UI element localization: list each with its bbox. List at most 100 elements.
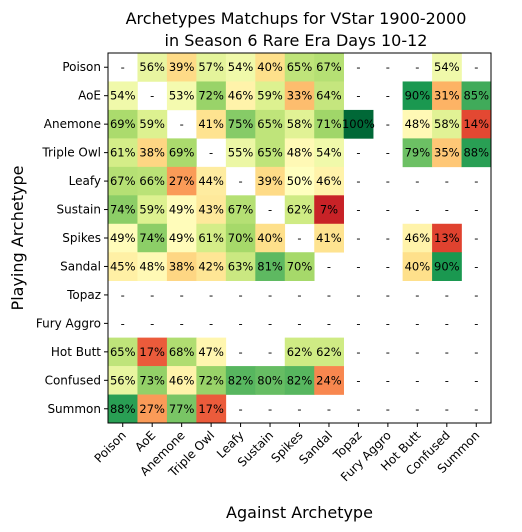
cell-value-label: - — [415, 288, 419, 302]
heatmap-cell — [461, 138, 492, 168]
cell-value-label: - — [386, 259, 390, 273]
cell-value-label: - — [386, 373, 390, 387]
heatmap-cell — [196, 109, 227, 139]
cell-value-label: 48% — [139, 259, 165, 273]
heatmap-cell — [108, 337, 138, 367]
cell-value-label: 48% — [405, 117, 431, 131]
heatmap-cell — [255, 138, 286, 168]
cell-value-label: - — [297, 402, 301, 416]
heatmap-cell — [255, 223, 286, 253]
cell-value-label: - — [445, 288, 449, 302]
heatmap-cell — [137, 252, 168, 281]
heatmap-cell — [166, 252, 197, 281]
cell-value-label: 65% — [257, 146, 283, 160]
cell-value-label: - — [386, 89, 390, 103]
cell-value-label: - — [386, 316, 390, 330]
cell-value-label: 39% — [169, 60, 195, 74]
heatmap-cell — [225, 138, 256, 168]
cell-value-label: 58% — [287, 117, 313, 131]
heatmap-cell — [108, 394, 138, 424]
cell-value-label: - — [356, 231, 360, 245]
heatmap-cell — [196, 394, 227, 424]
cell-value-labels: -56% 39% 57% 54% 40% 65% 67% - - -54% -54% -53% 72% 4… — [110, 60, 489, 416]
heatmap-cell — [137, 366, 168, 395]
cell-value-label: 81% — [257, 259, 283, 273]
heatmap-cell — [255, 109, 286, 139]
cell-value-label: - — [268, 288, 272, 302]
y-tick-label: Spikes — [62, 231, 101, 245]
cell-value-label: 63% — [228, 259, 254, 273]
x-axis-label: Against Archetype — [226, 503, 373, 522]
cell-value-label: - — [386, 60, 390, 74]
cell-value-label: 39% — [257, 174, 283, 188]
cell-value-label: 27% — [169, 174, 195, 188]
x-tick-label: Poison — [92, 428, 129, 465]
cell-value-label: 55% — [228, 146, 254, 160]
heatmap-cell — [108, 195, 138, 225]
cell-value-label: 88% — [463, 146, 489, 160]
cell-value-label: - — [209, 146, 213, 160]
heatmap-cell — [314, 223, 344, 253]
cell-value-label: 40% — [257, 231, 283, 245]
cell-value-label: - — [327, 288, 331, 302]
cell-value-label: - — [386, 146, 390, 160]
cell-value-label: 59% — [139, 117, 165, 131]
cell-value-label: 54% — [110, 89, 136, 103]
cell-value-label: 88% — [110, 402, 136, 416]
cell-value-label: - — [356, 345, 360, 359]
heatmap-cell — [432, 109, 462, 139]
cell-value-label: 33% — [287, 89, 313, 103]
heatmap-cell — [284, 109, 315, 139]
heatmap-cell — [108, 252, 138, 281]
heatmap-cell — [225, 252, 256, 281]
x-tick-label: Sandal — [296, 428, 335, 467]
heatmap-cell — [284, 166, 315, 196]
cell-value-label: 74% — [110, 203, 136, 217]
heatmap-cell — [432, 81, 462, 111]
heatmap-cell — [284, 252, 315, 281]
cell-value-label: - — [386, 117, 390, 131]
cell-value-label: - — [209, 316, 213, 330]
heatmap-cell — [166, 195, 197, 225]
cell-value-label: 74% — [139, 231, 165, 245]
heatmap-cell — [402, 138, 433, 168]
cell-value-label: 66% — [139, 174, 165, 188]
cell-value-label: 17% — [198, 402, 224, 416]
heatmap-cell — [108, 366, 138, 395]
heatmap-cell — [196, 337, 227, 367]
cell-value-label: 82% — [287, 373, 313, 387]
heatmap-cell — [137, 394, 168, 424]
heatmap-cell — [196, 366, 227, 395]
heatmap-cell — [108, 109, 138, 139]
cell-value-label: - — [445, 402, 449, 416]
heatmap-cell — [225, 81, 256, 111]
heatmap-cell — [225, 366, 256, 395]
cell-value-label: - — [209, 288, 213, 302]
cell-value-label: - — [327, 259, 331, 273]
cell-value-label: 46% — [405, 231, 431, 245]
heatmap-cell — [284, 138, 315, 168]
cell-value-label: 67% — [316, 60, 342, 74]
cell-value-label: - — [386, 345, 390, 359]
cell-value-label: - — [297, 231, 301, 245]
cell-value-label: - — [268, 345, 272, 359]
cell-value-label: 70% — [228, 231, 254, 245]
cell-value-label: 65% — [110, 345, 136, 359]
cell-value-label: 69% — [169, 146, 195, 160]
cell-value-label: 61% — [198, 231, 224, 245]
cell-value-label: - — [356, 288, 360, 302]
cell-value-label: - — [150, 316, 154, 330]
cell-value-label: - — [474, 288, 478, 302]
cell-value-label: 73% — [139, 373, 165, 387]
heatmap-cell — [255, 252, 286, 281]
heatmap-cell — [284, 337, 315, 367]
y-tick-label: Leafy — [69, 174, 101, 188]
cell-value-label: - — [386, 288, 390, 302]
cell-value-label: 56% — [110, 373, 136, 387]
cell-value-label: - — [150, 89, 154, 103]
cell-value-label: 24% — [316, 373, 342, 387]
heatmap-cell — [225, 195, 256, 225]
cell-value-label: - — [386, 231, 390, 245]
heatmap-cell — [166, 366, 197, 395]
cell-value-label: - — [180, 316, 184, 330]
